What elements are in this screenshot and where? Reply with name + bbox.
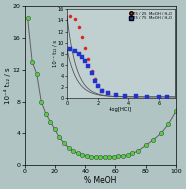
Point bbox=[35, 72, 38, 75]
Point bbox=[44, 112, 47, 115]
Point bbox=[159, 132, 162, 135]
Point bbox=[90, 155, 93, 158]
Point bbox=[31, 60, 34, 63]
Point bbox=[53, 128, 56, 131]
Point bbox=[152, 138, 155, 141]
Point bbox=[62, 142, 65, 145]
Point bbox=[137, 149, 140, 153]
Point bbox=[85, 154, 88, 157]
Point bbox=[126, 153, 129, 156]
Point bbox=[121, 154, 124, 157]
Point bbox=[26, 17, 29, 20]
Y-axis label: 10⁻⁴ t₁₂ / s: 10⁻⁴ t₁₂ / s bbox=[4, 67, 11, 104]
Point bbox=[174, 110, 177, 113]
Point bbox=[103, 155, 106, 158]
Point bbox=[99, 155, 102, 158]
Point bbox=[72, 149, 75, 153]
Point bbox=[144, 144, 147, 147]
Point bbox=[67, 146, 70, 149]
Point bbox=[40, 100, 43, 103]
Point bbox=[131, 152, 134, 155]
Point bbox=[113, 155, 116, 158]
Point bbox=[81, 153, 84, 156]
X-axis label: % MeOH: % MeOH bbox=[84, 176, 116, 185]
Point bbox=[58, 136, 61, 139]
Point bbox=[49, 120, 52, 123]
Point bbox=[117, 155, 120, 158]
Point bbox=[108, 155, 111, 158]
Point bbox=[167, 122, 170, 125]
Point bbox=[76, 152, 79, 155]
Point bbox=[94, 155, 97, 158]
